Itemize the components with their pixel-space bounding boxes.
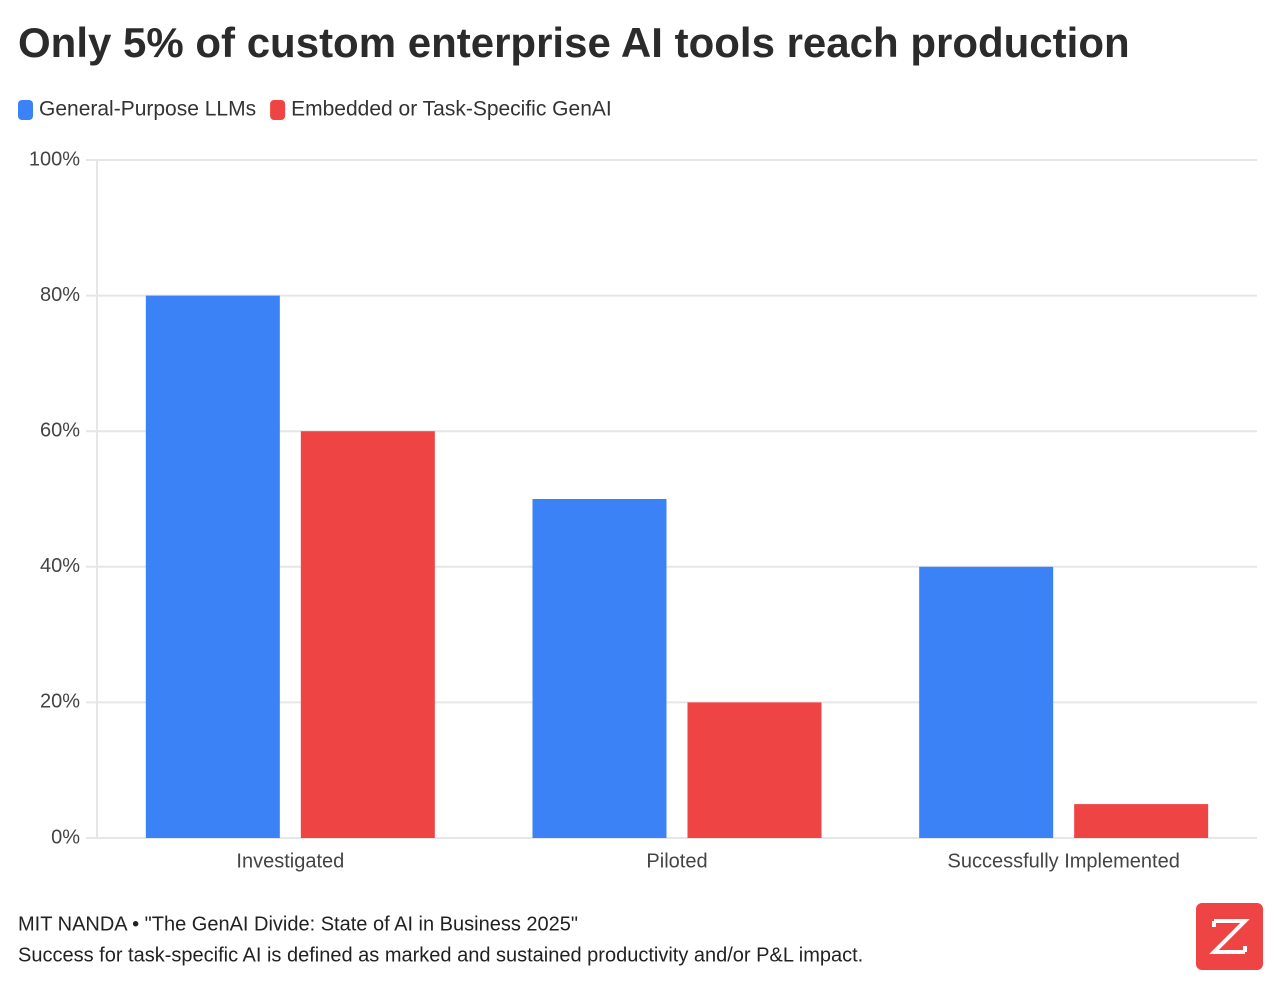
bar	[145, 295, 280, 839]
y-tick-label: 80%	[40, 284, 80, 306]
legend-label: Embedded or Task-Specific GenAI	[291, 98, 612, 121]
bar	[919, 566, 1054, 838]
legend-swatch	[270, 100, 286, 120]
x-tick-label: Successfully Implemented	[948, 850, 1180, 872]
bar	[300, 431, 435, 838]
legend: General-Purpose LLMs Embedded or Task-Spe…	[18, 98, 612, 121]
source: MIT NANDA • "The GenAI Divide: State of …	[18, 913, 578, 935]
y-tick-label: 0%	[51, 826, 80, 848]
plot-area: 0% 20% 40% 60% 80% 100% Investigated Piloted Suc…	[29, 148, 1257, 872]
bar	[1074, 804, 1209, 838]
x-tick-label: Investigated	[236, 850, 344, 872]
logo-mark	[1209, 919, 1250, 954]
y-tick-label: 100%	[29, 148, 80, 170]
legend-label: General-Purpose LLMs	[39, 98, 256, 121]
x-tick-label: Piloted	[646, 850, 707, 872]
bar	[532, 499, 667, 838]
chart-title: Only 5% of custom enterprise AI tools re…	[18, 19, 1130, 66]
note: Success for task-specific AI is defined …	[18, 944, 863, 966]
logo	[1196, 903, 1263, 970]
y-tick-label: 40%	[40, 555, 80, 577]
legend-swatch	[18, 100, 33, 120]
y-tick-label: 20%	[40, 691, 80, 713]
y-tick-label: 60%	[40, 419, 80, 441]
bar	[687, 702, 822, 838]
